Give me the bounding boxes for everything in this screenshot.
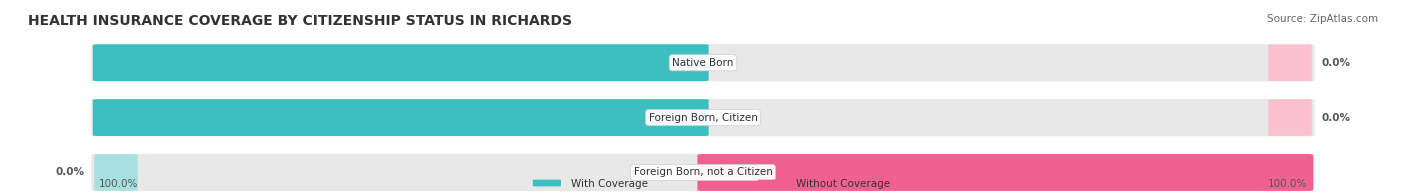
Text: Native Born: Native Born <box>672 58 734 68</box>
Text: 100.0%: 100.0% <box>41 58 84 68</box>
Text: Source: ZipAtlas.com: Source: ZipAtlas.com <box>1267 14 1378 24</box>
Text: 100.0%: 100.0% <box>1268 179 1308 189</box>
Text: 100.0%: 100.0% <box>1322 167 1365 178</box>
FancyBboxPatch shape <box>91 44 1315 81</box>
FancyBboxPatch shape <box>93 44 709 81</box>
Text: HEALTH INSURANCE COVERAGE BY CITIZENSHIP STATUS IN RICHARDS: HEALTH INSURANCE COVERAGE BY CITIZENSHIP… <box>28 14 572 28</box>
Text: 0.0%: 0.0% <box>1322 58 1351 68</box>
Text: 100.0%: 100.0% <box>98 179 138 189</box>
FancyBboxPatch shape <box>1268 99 1312 136</box>
Text: 0.0%: 0.0% <box>55 167 84 178</box>
Text: Foreign Born, not a Citizen: Foreign Born, not a Citizen <box>634 167 772 178</box>
FancyBboxPatch shape <box>93 99 709 136</box>
Text: With Coverage: With Coverage <box>571 179 648 189</box>
FancyBboxPatch shape <box>91 154 1315 191</box>
Text: 100.0%: 100.0% <box>41 113 84 123</box>
FancyBboxPatch shape <box>533 180 561 186</box>
FancyBboxPatch shape <box>697 154 1313 191</box>
Text: Without Coverage: Without Coverage <box>796 179 890 189</box>
FancyBboxPatch shape <box>94 154 138 191</box>
Text: Foreign Born, Citizen: Foreign Born, Citizen <box>648 113 758 123</box>
FancyBboxPatch shape <box>1268 44 1312 81</box>
Text: 0.0%: 0.0% <box>1322 113 1351 123</box>
FancyBboxPatch shape <box>758 180 786 186</box>
FancyBboxPatch shape <box>91 99 1315 136</box>
